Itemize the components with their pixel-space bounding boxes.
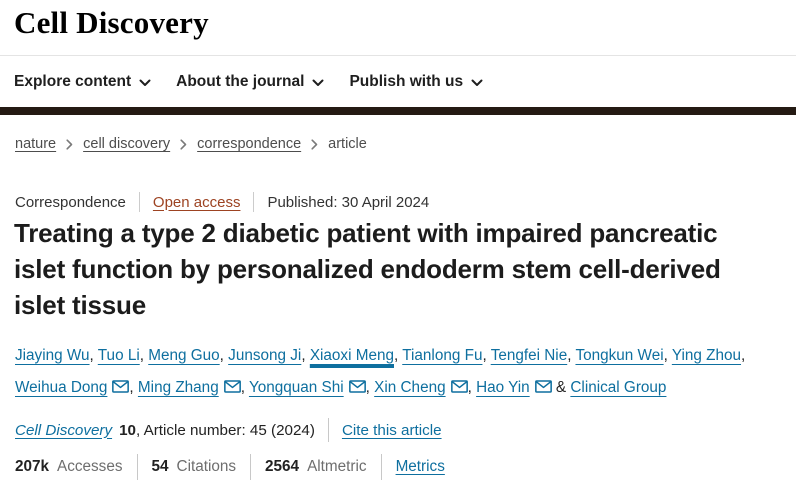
metric-value: 2564 [265,458,300,475]
breadcrumb-item-cell-discovery[interactable]: cell discovery [83,136,171,152]
author-separator: , [89,347,98,364]
cite-this-article-link[interactable]: Cite this article [341,421,442,439]
author-link[interactable]: Tengfei Nie [490,347,568,364]
metrics-divider [250,454,252,480]
breadcrumb-separator [180,138,187,150]
chevron-right-icon [66,139,73,150]
journal-volume: 10 [119,421,136,439]
metrics-divider [380,454,382,480]
author-email-icon[interactable] [534,379,552,396]
author-link[interactable]: Junsong Ji [228,347,302,364]
email-envelope-icon [534,380,552,393]
email-envelope-icon [348,380,366,393]
email-envelope-icon [450,380,468,393]
email-envelope-icon [112,380,130,393]
metrics-link[interactable]: Metrics [395,458,445,475]
metric-metrics: Metrics [396,458,445,476]
journal-divider [327,418,329,442]
chevron-down-icon [312,79,324,86]
author-link[interactable]: Tongkun Wei [575,347,664,364]
nav-item-explore-content[interactable]: Explore content [14,73,151,91]
metrics-divider [136,454,138,480]
metrics-bar: 207k Accesses 54 Citations 2564 Altmetric Metr… [15,454,445,480]
chevron-right-icon [311,139,318,150]
author-email-icon[interactable] [450,379,468,396]
chevron-down-icon [471,79,483,86]
article-title: Treating a type 2 diabetic patient with … [14,218,721,320]
nav-item-label: Explore content [14,73,132,90]
article-number-text: , Article number: 45 (2024) [135,421,315,439]
email-envelope-icon [223,380,241,393]
metric-value: 54 [151,458,169,475]
author-link[interactable]: Yongquan Shi [248,379,344,396]
author-link[interactable]: Tianlong Fu [402,347,483,364]
author-link[interactable]: Xin Cheng [374,379,446,396]
nav-item-label: About the journal [176,73,305,90]
main-nav: Explore content About the journal Publish … [14,66,483,98]
author-separator: & [551,379,571,396]
metric-value: 207k [15,458,50,475]
breadcrumb-item-correspondence[interactable]: correspondence [197,136,302,152]
metric-label: Altmetric [307,458,367,475]
author-separator: , [663,347,672,364]
breadcrumb: nature cell discovery correspondence articl… [15,136,367,152]
author-link[interactable]: Xiaoxi Meng [309,347,394,364]
metric-label: Accesses [57,458,123,475]
author-link[interactable]: Clinical Group [570,379,667,396]
meta-divider [138,192,140,212]
author-separator: , [567,347,576,364]
journal-logo[interactable]: Cell Discovery [14,5,209,40]
nav-item-about-the-journal[interactable]: About the journal [176,73,324,91]
author-link[interactable]: Hao Yin [476,379,530,396]
author-list: Jiaying Wu, Tuo Li, Meng Guo, Junsong Ji… [15,340,771,404]
article-type-label: Correspondence [15,193,126,211]
author-link[interactable]: Ying Zhou [671,347,742,364]
header-divider [0,55,796,56]
published-date: Published: 30 April 2024 [267,193,430,211]
author-separator: , [482,347,491,364]
header-dark-bar [0,107,796,115]
author-separator: , [129,379,138,396]
author-separator: , [741,347,746,364]
author-email-icon[interactable] [348,379,366,396]
open-access-link[interactable]: Open access [152,193,241,211]
journal-citation-line: Cell Discovery 10 , Article number: 45 (… [15,418,442,442]
metric-accesses: 207k Accesses [15,458,123,476]
author-separator: , [240,379,249,396]
author-email-icon[interactable] [223,379,241,396]
metric-altmetric: 2564 Altmetric [265,458,367,476]
breadcrumb-separator [66,138,73,150]
author-separator: , [219,347,229,364]
author-separator: , [301,347,310,364]
metric-label: Citations [176,458,237,475]
breadcrumb-item-article: article [328,136,367,152]
author-separator: , [139,347,149,364]
author-separator: , [365,379,375,396]
nav-item-label: Publish with us [349,73,464,90]
author-link[interactable]: Jiaying Wu [15,347,90,364]
breadcrumb-item-nature[interactable]: nature [15,136,57,152]
journal-name-link[interactable]: Cell Discovery [15,421,113,439]
chevron-right-icon [180,139,187,150]
meta-divider [253,192,255,212]
author-link[interactable]: Weihua Dong [15,379,108,396]
breadcrumb-separator [311,138,318,150]
author-link[interactable]: Tuo Li [97,347,140,364]
metric-citations: 54 Citations [152,458,237,476]
author-email-icon[interactable] [112,379,130,396]
chevron-down-icon [139,79,151,86]
author-separator: , [394,347,403,364]
author-link[interactable]: Ming Zhang [137,379,219,396]
author-link[interactable]: Meng Guo [148,347,220,364]
article-meta: Correspondence Open access Published: 30… [15,192,429,212]
nav-item-publish-with-us[interactable]: Publish with us [349,73,483,91]
author-separator: , [467,379,477,396]
